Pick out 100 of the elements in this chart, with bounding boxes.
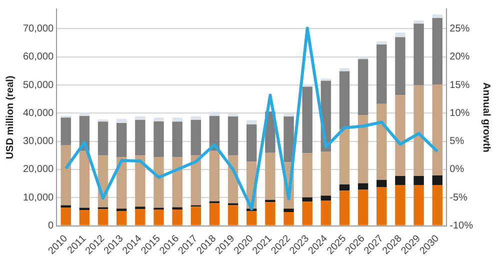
bar [339,71,350,130]
y-tick-label: 0 [48,220,54,232]
bar [135,155,146,207]
bar [246,120,257,124]
bar [135,116,146,120]
bar [395,32,406,38]
bar [339,68,350,72]
bar [414,24,424,86]
bar [172,122,182,158]
bar [209,203,220,226]
bar [376,104,387,180]
bar [395,95,406,176]
bar [116,118,127,124]
bar [376,187,387,226]
bar [284,116,294,162]
bar [228,116,238,156]
bar [432,14,442,18]
bar [320,196,332,200]
bar [228,114,238,117]
bar [302,86,312,154]
bar [358,115,368,184]
bar [432,175,442,185]
bar [79,150,90,208]
y-tick-label: 70,000 [22,23,54,34]
bar [395,184,406,226]
bar [190,120,202,156]
bar [116,208,127,212]
bar [284,208,294,212]
bar [320,151,332,196]
bar [98,122,108,156]
bar [246,124,257,162]
y2-tick-label: 10% [450,108,470,119]
bar [172,209,182,226]
bar [265,152,276,200]
bar [60,144,71,206]
bar [265,202,276,226]
bar [190,155,202,206]
y-tick-label: 50,000 [22,80,54,91]
bar [135,206,146,210]
bar [358,183,368,190]
bar [209,112,220,116]
bar [302,84,312,87]
bar [302,153,312,198]
bar [135,209,146,226]
bar [320,200,332,226]
y2-tick-label: 25% [450,23,470,34]
bar [116,123,127,158]
y2-axis-title: Annual growth [480,82,492,152]
bar [376,180,387,188]
bar [79,112,90,116]
bar [98,209,108,226]
bar [154,118,164,122]
bar [60,208,71,226]
bar [154,157,164,208]
bar [60,118,71,145]
bar [116,211,127,226]
y-tick-label: 40,000 [22,108,54,119]
bar [414,176,424,185]
bar [209,150,220,202]
y-tick-label: 30,000 [22,136,54,148]
bar [414,85,424,176]
bar [302,197,312,202]
bar [246,211,257,226]
bar [339,129,350,184]
bar [302,202,312,226]
bar [154,210,164,226]
y-axis-title: USD million (real) [4,76,16,160]
bar [376,44,387,104]
y-tick-label: 10,000 [22,192,54,204]
bar [60,205,71,208]
bar [358,59,368,116]
bar [376,41,387,44]
y-tick-label: 20,000 [22,164,54,176]
bar [228,205,238,226]
y2-tick-label: -10% [450,220,474,232]
bar [190,206,202,226]
bar [172,157,182,208]
bar [358,190,368,226]
bar [414,184,424,226]
bar [339,184,350,191]
y2-tick-label: 20% [450,52,470,63]
bar [79,210,90,226]
y2-tick-label: 5% [450,136,464,148]
y-tick-label: 60,000 [22,52,54,63]
bar [395,176,406,185]
bar [339,190,350,226]
bar [154,121,164,158]
bar [432,184,442,226]
y2-tick-label: 0% [450,164,464,176]
bar [265,200,276,202]
bar [414,20,424,24]
bar [432,18,442,84]
bar [284,212,294,226]
y2-tick-label: 15% [450,80,470,91]
bar [432,84,442,176]
bar [190,116,202,120]
bar [284,113,294,117]
bar [395,37,406,96]
bar [172,118,182,122]
bar [135,120,146,156]
